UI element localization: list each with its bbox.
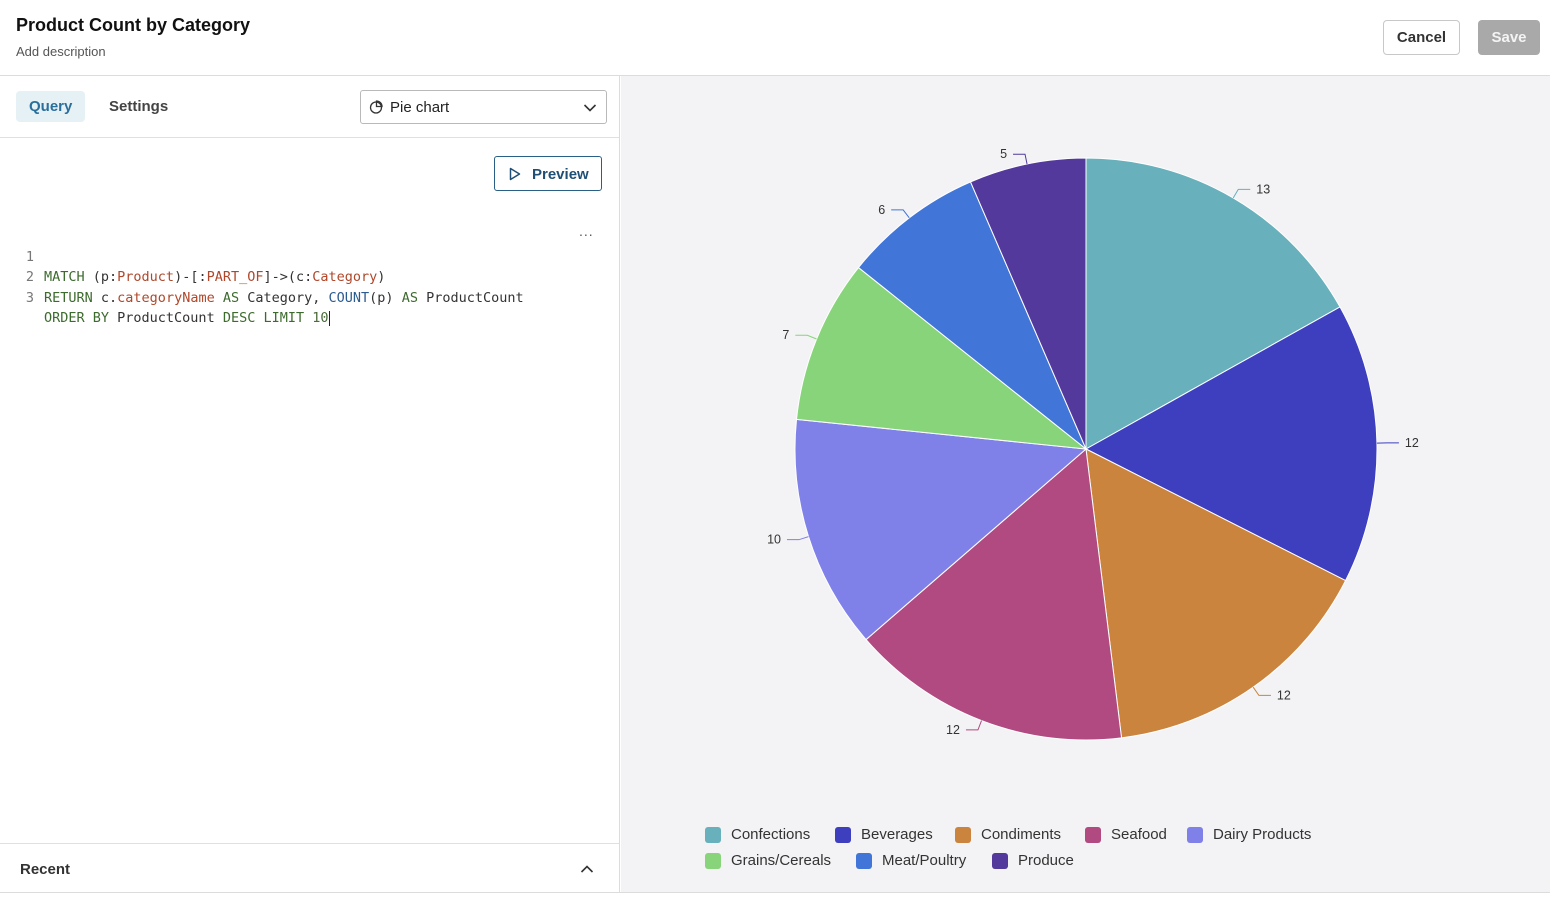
pie-chart-icon [369, 100, 383, 114]
legend-row: Confections Beverages Condiments Seafood Dai… [705, 824, 1425, 850]
legend-label: Seafood [1111, 826, 1167, 843]
data-label: 12 [946, 723, 960, 737]
divider [0, 892, 1550, 904]
pie-slice-dairy-products[interactable] [794, 418, 1088, 641]
code-line: 1 MATCH (p:Product)-[:PART_OF]->(c:Categ… [0, 226, 619, 286]
data-label: 6 [878, 203, 885, 217]
chart-legend: Confections Beverages Condiments Seafood Dai… [705, 824, 1425, 876]
label-leader-line [795, 334, 817, 340]
legend-swatch [1085, 827, 1101, 843]
query-panel: Query Settings Pie chart Preview ... 1 M… [0, 76, 620, 892]
data-label: 5 [1000, 147, 1007, 161]
pie-slice-meat-poultry[interactable] [857, 181, 1087, 450]
line-number: 1 [25, 248, 34, 265]
pie-slice-confections[interactable] [1085, 157, 1341, 450]
recent-section[interactable]: Recent [0, 843, 619, 892]
save-button[interactable]: Save [1478, 20, 1540, 55]
tab-query[interactable]: Query [16, 91, 86, 122]
pie-slice-produce[interactable] [969, 157, 1087, 450]
label-leader-line [1013, 153, 1028, 165]
page-title[interactable]: Product Count by Category [16, 15, 251, 35]
legend-swatch [705, 827, 721, 843]
legend-label: Produce [1018, 852, 1074, 869]
data-label: 12 [1277, 688, 1291, 702]
recent-label: Recent [20, 861, 71, 878]
code-text: MATCH (p:Product)-[:PART_OF]->(c:Categor… [44, 269, 386, 285]
legend-swatch [856, 853, 872, 869]
pie-slice-seafood[interactable] [865, 448, 1123, 741]
legend-swatch [835, 827, 851, 843]
editor-header: Product Count by Category Add descriptio… [0, 0, 1550, 76]
chart-type-value: Pie chart [390, 99, 450, 116]
editor-more-menu[interactable]: ... [579, 223, 594, 239]
chart-preview-panel: 13 12 12 12 10 7 6 5 Confections Beverages Condim… [621, 76, 1550, 892]
legend-label: Condiments [981, 826, 1062, 843]
data-label: 10 [767, 533, 781, 547]
play-icon [509, 167, 521, 181]
cancel-button[interactable]: Cancel [1383, 20, 1460, 55]
data-label: 7 [782, 328, 789, 342]
code-text: RETURN c.categoryName AS Category, COUNT… [44, 289, 524, 306]
pie-slice-beverages[interactable] [1084, 306, 1378, 582]
chevron-down-icon [583, 104, 597, 112]
legend-label: Confections [731, 826, 811, 843]
label-leader-line [1252, 686, 1271, 696]
label-leader-line [965, 720, 982, 731]
data-label: 13 [1256, 182, 1270, 196]
code-editor[interactable]: 1 MATCH (p:Product)-[:PART_OF]->(c:Categ… [0, 226, 619, 327]
label-leader-line [1232, 188, 1251, 199]
pie-chart: 13 12 12 12 10 7 6 5 [767, 147, 1419, 741]
legend-swatch [955, 827, 971, 843]
label-leader-line [786, 536, 809, 541]
label-leader-line [891, 209, 910, 219]
preview-button[interactable]: Preview [494, 156, 602, 191]
code-line: 2 RETURN c.categoryName AS Category, COU… [0, 247, 619, 306]
chart-type-select[interactable]: Pie chart [360, 90, 607, 124]
panel-tabs: Query Settings Pie chart [0, 76, 619, 138]
code-line: 3 ORDER BY ProductCount DESC LIMIT 10 [0, 267, 619, 326]
preview-label: Preview [532, 166, 589, 183]
legend-row: Grains/Cereals Meat/Poultry Produce [705, 850, 1425, 876]
legend-swatch [992, 853, 1008, 869]
data-label: 12 [1405, 436, 1419, 450]
pie-slice-condiments[interactable] [1085, 448, 1347, 739]
legend-label: Dairy Products [1213, 826, 1312, 843]
legend-swatch [705, 853, 721, 869]
legend-label: Beverages [861, 826, 933, 843]
chevron-up-icon[interactable] [580, 864, 594, 874]
code-text: ORDER BY ProductCount DESC LIMIT 10 [44, 310, 330, 326]
tab-settings[interactable]: Settings [109, 98, 169, 115]
text-cursor [328, 310, 330, 326]
legend-swatch [1187, 827, 1203, 843]
line-number: 3 [25, 289, 34, 306]
legend-label: Meat/Poultry [882, 852, 967, 869]
legend-label: Grains/Cereals [731, 852, 832, 869]
description-field[interactable]: Add description [16, 44, 106, 59]
line-number: 2 [25, 269, 34, 285]
